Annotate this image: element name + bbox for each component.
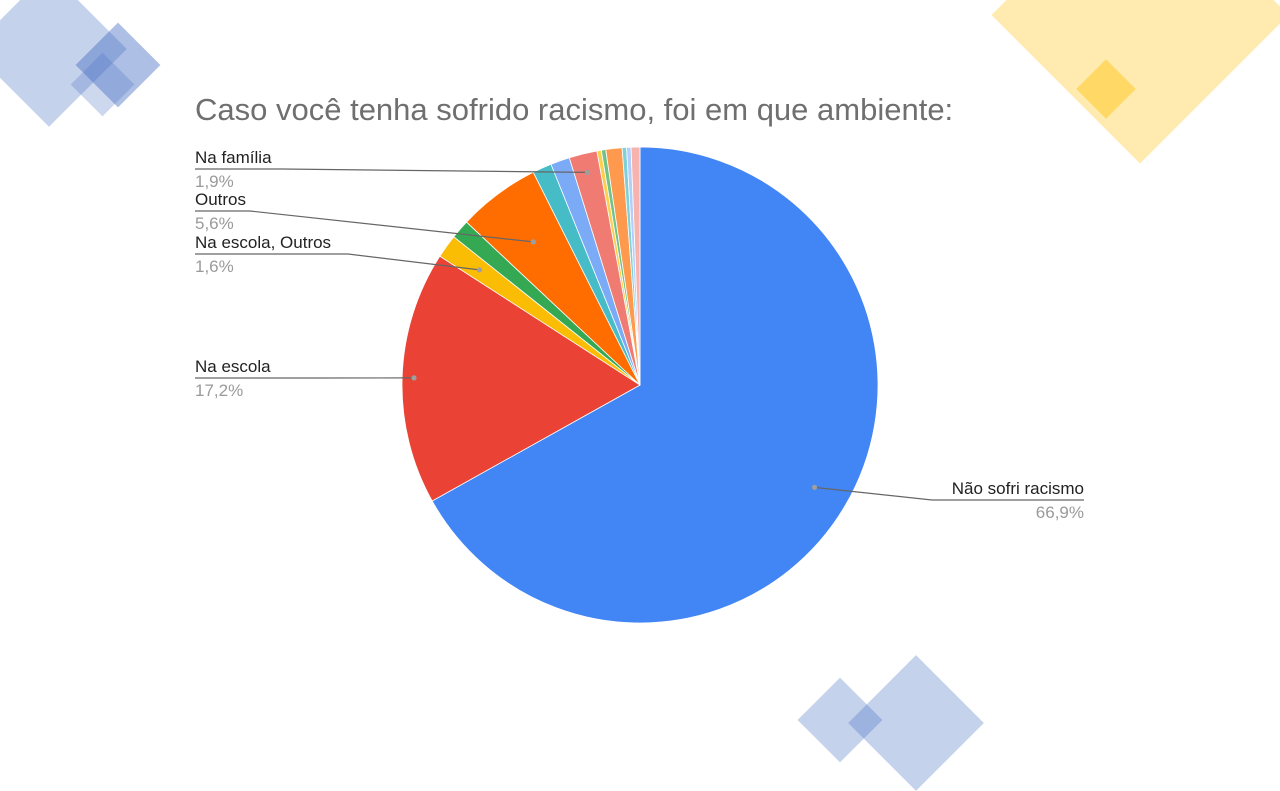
slice-percentage: 1,9% — [195, 172, 234, 191]
slice-label: Na escola, Outros — [195, 233, 331, 252]
leader-dot — [411, 375, 416, 380]
slice-percentage: 5,6% — [195, 214, 234, 233]
slice-label: Outros — [195, 190, 246, 209]
slice-percentage: 17,2% — [195, 381, 243, 400]
leader-dot — [585, 170, 590, 175]
slice-label: Na escola — [195, 357, 271, 376]
slice-label: Não sofri racismo — [952, 479, 1084, 498]
leader-dot — [812, 485, 817, 490]
slice-percentage: 66,9% — [1036, 503, 1084, 522]
pie-chart: Não sofri racismo 66,9% Na escola 17,2% Na e… — [0, 0, 1280, 720]
leader-dot — [531, 239, 536, 244]
leader-line — [195, 169, 588, 172]
slice-label: Na família — [195, 148, 272, 167]
leader-dot — [477, 267, 482, 272]
slice-percentage: 1,6% — [195, 257, 234, 276]
